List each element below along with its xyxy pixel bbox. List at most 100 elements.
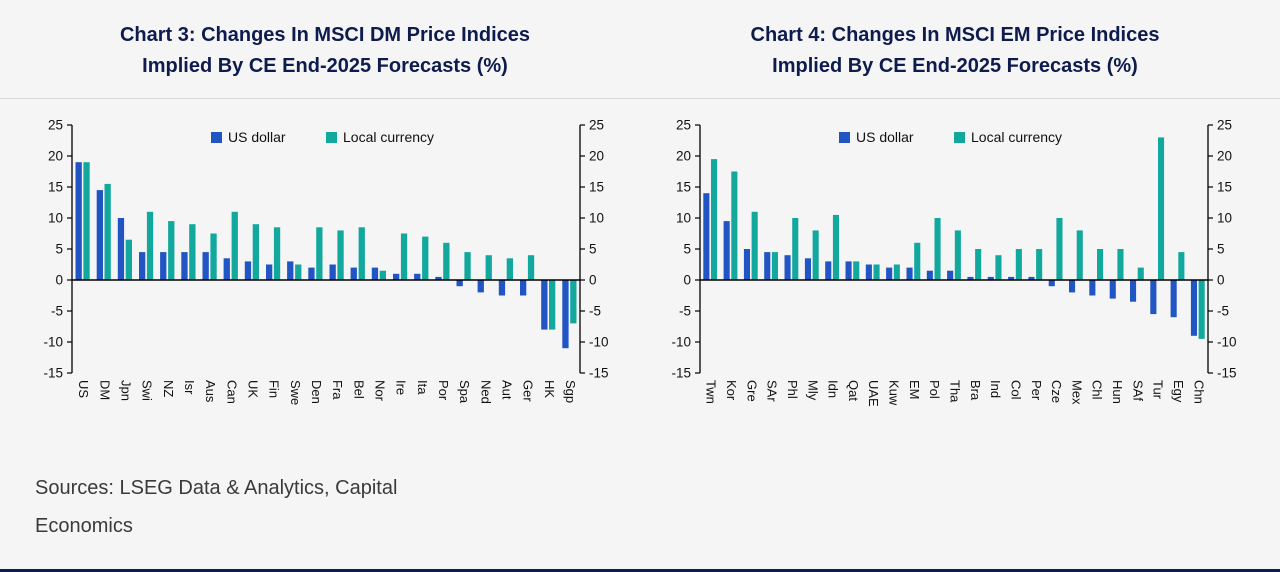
chart4-title-line1: Chart 4: Changes In MSCI EM Price Indice… — [750, 24, 1160, 46]
bar-us-dollar — [1190, 280, 1197, 336]
x-tick-label: Twn — [704, 380, 719, 404]
bar-local-currency — [1015, 249, 1022, 280]
y-tick-label: -15 — [43, 366, 63, 381]
bar-us-dollar — [1089, 280, 1096, 296]
x-tick-label: Fra — [330, 380, 345, 400]
bar-us-dollar — [1069, 280, 1076, 293]
bar-local-currency — [570, 280, 577, 324]
bar-us-dollar — [947, 270, 954, 280]
y-tick-label: 10 — [589, 211, 604, 226]
y-tick-label: 5 — [1217, 242, 1225, 257]
y-tick-label: 15 — [589, 180, 604, 195]
bar-local-currency — [792, 218, 799, 280]
bar-local-currency — [104, 183, 111, 280]
bar-us-dollar — [350, 267, 357, 280]
bar-us-dollar — [743, 249, 750, 280]
x-tick-label: EM — [907, 380, 922, 400]
x-tick-label: Ned — [478, 380, 493, 404]
bar-us-dollar — [477, 280, 484, 293]
bar-us-dollar — [1130, 280, 1137, 302]
x-tick-label: Bel — [351, 380, 366, 399]
bar-us-dollar — [393, 273, 400, 280]
y-tick-label: 5 — [589, 242, 597, 257]
x-tick-label: UK — [245, 380, 260, 398]
legend-label-us-dollar: US dollar — [228, 129, 286, 145]
bar-us-dollar — [865, 264, 872, 280]
y-tick-label: 10 — [48, 211, 63, 226]
y-tick-label: 20 — [48, 149, 63, 164]
bar-us-dollar — [96, 190, 103, 280]
bar-local-currency — [1158, 137, 1165, 280]
header-divider — [0, 98, 1280, 99]
x-tick-label: UAE — [866, 380, 881, 407]
y-tick-label: 15 — [1217, 180, 1232, 195]
bar-local-currency — [210, 233, 217, 280]
y-tick-label: 20 — [676, 149, 691, 164]
bar-us-dollar — [845, 261, 852, 280]
bar-local-currency — [1137, 267, 1144, 280]
bar-us-dollar — [266, 264, 273, 280]
bar-local-currency — [853, 261, 860, 280]
chart3-title: Chart 3: Changes In MSCI DM Price Indice… — [10, 20, 640, 82]
bar-local-currency — [975, 249, 982, 280]
bar-local-currency — [711, 159, 718, 280]
bar-local-currency — [954, 230, 961, 280]
bar-us-dollar — [723, 221, 730, 280]
bar-local-currency — [893, 264, 900, 280]
bar-us-dollar — [1008, 276, 1015, 280]
bar-local-currency — [464, 252, 471, 280]
x-tick-label: HK — [542, 380, 557, 398]
y-tick-label: 25 — [48, 118, 63, 133]
bar-local-currency — [731, 171, 738, 280]
x-tick-label: Swi — [140, 380, 155, 401]
y-tick-label: 20 — [589, 149, 604, 164]
bar-local-currency — [751, 211, 758, 280]
x-tick-label: Fin — [267, 380, 282, 398]
x-tick-label: Ita — [415, 380, 430, 395]
x-tick-label: Idn — [826, 380, 841, 398]
bar-local-currency — [1097, 249, 1104, 280]
x-tick-label: Ind — [988, 380, 1003, 398]
y-tick-label: 5 — [683, 242, 691, 257]
x-tick-label: SAf — [1130, 380, 1145, 401]
x-tick-label: Mex — [1069, 380, 1084, 405]
x-tick-label: Jpn — [118, 380, 133, 401]
bar-local-currency — [252, 224, 259, 280]
bar-us-dollar — [117, 218, 125, 280]
y-tick-label: -15 — [589, 366, 609, 381]
sources: Sources: LSEG Data & Analytics, Capital … — [35, 469, 1280, 545]
bar-us-dollar — [287, 261, 294, 280]
chart-canvas: 25 25 20 20 15 15 10 10 5 5 0 0 -5 -5 -10 -10 -15 -15 US DM… — [43, 118, 609, 406]
x-tick-label: NZ — [161, 380, 176, 397]
bar-us-dollar — [784, 255, 791, 280]
sources-text-line2: Economics — [35, 515, 133, 537]
bar-us-dollar — [414, 273, 421, 280]
bar-us-dollar — [906, 267, 913, 280]
y-tick-label: -5 — [589, 304, 601, 319]
bar-local-currency — [443, 242, 450, 280]
x-tick-label: Chl — [1090, 380, 1105, 400]
x-tick-label: Pol — [927, 380, 942, 399]
bar-us-dollar — [75, 162, 82, 280]
y-tick-label: 0 — [683, 273, 691, 288]
bar-local-currency — [549, 280, 556, 330]
y-tick-label: 10 — [1217, 211, 1232, 226]
bar-local-currency — [873, 264, 880, 280]
y-tick-label: 25 — [589, 118, 604, 133]
bar-local-currency — [995, 255, 1002, 280]
y-tick-label: 0 — [55, 273, 63, 288]
bar-us-dollar — [181, 252, 188, 280]
sources-text-line1: Sources: LSEG Data & Analytics, Capital — [35, 477, 398, 499]
x-tick-label: Tur — [1151, 380, 1166, 400]
y-tick-label: -15 — [671, 366, 691, 381]
y-tick-label: 0 — [1217, 273, 1225, 288]
bar-local-currency — [506, 258, 513, 280]
bar-us-dollar — [371, 267, 379, 280]
bar-local-currency — [379, 270, 386, 280]
bar-us-dollar — [926, 270, 933, 280]
bar-local-currency — [934, 218, 941, 280]
x-tick-label: Egy — [1171, 380, 1186, 403]
chart3-title-line2: Implied By CE End-2025 Forecasts (%) — [142, 55, 508, 77]
x-tick-label: US — [76, 380, 91, 398]
bar-local-currency — [914, 242, 921, 280]
